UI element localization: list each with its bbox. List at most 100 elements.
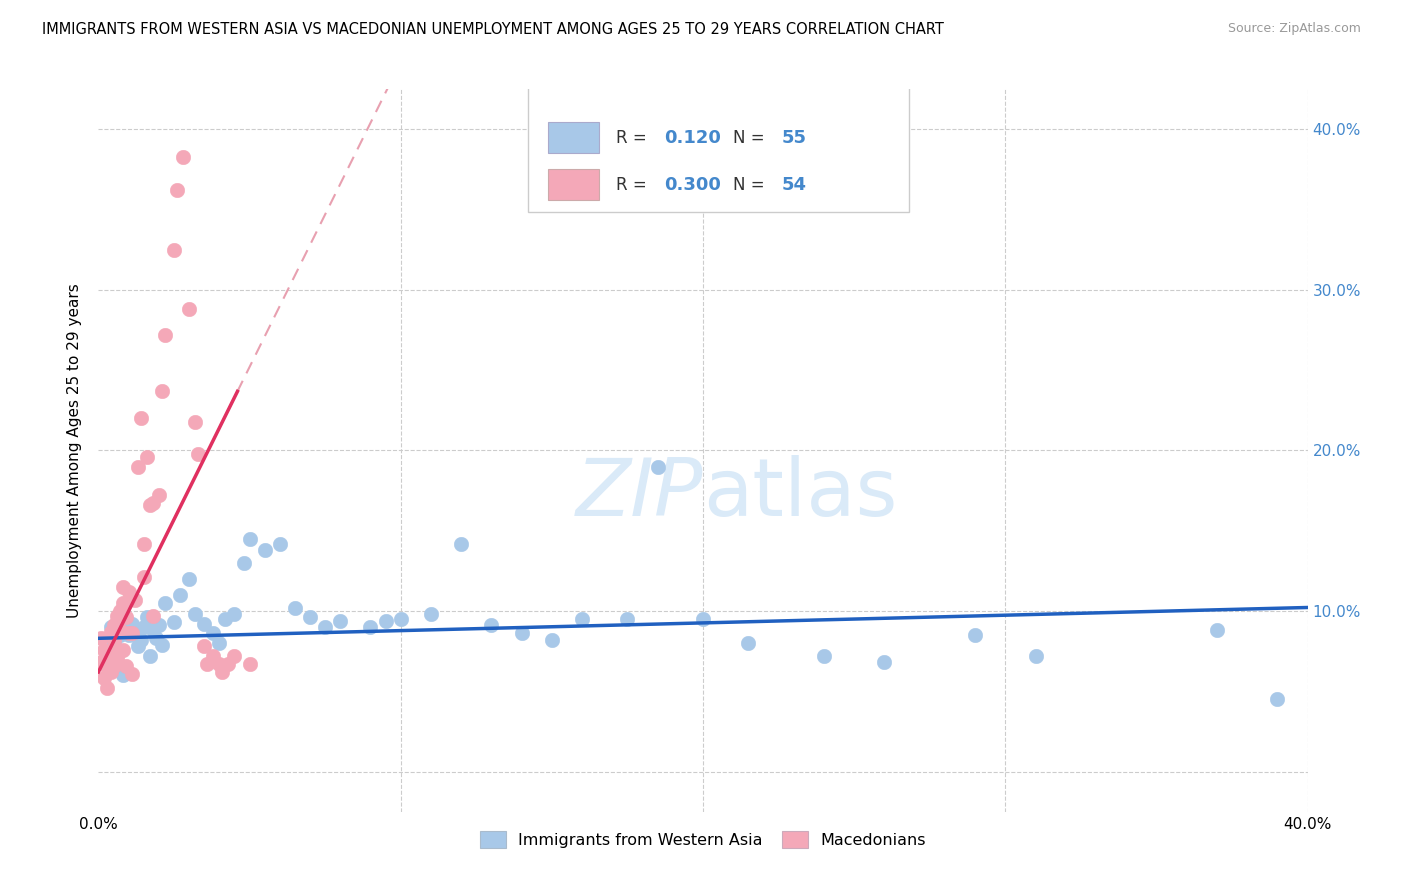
- Bar: [548, 122, 599, 153]
- Point: [195, 657, 218, 671]
- Point: [111, 668, 134, 682]
- Point: [148, 618, 170, 632]
- Point: [540, 632, 562, 647]
- Point: [510, 626, 533, 640]
- Point: [96, 660, 118, 674]
- Point: [114, 612, 136, 626]
- Point: [616, 612, 638, 626]
- Point: [217, 657, 239, 671]
- Point: [187, 447, 209, 461]
- Point: [873, 656, 896, 670]
- Point: [103, 632, 125, 647]
- Point: [103, 636, 125, 650]
- Point: [692, 612, 714, 626]
- Point: [121, 666, 143, 681]
- Point: [389, 612, 412, 626]
- Point: [118, 626, 141, 640]
- Point: [450, 536, 472, 550]
- Point: [163, 243, 186, 257]
- Text: IMMIGRANTS FROM WESTERN ASIA VS MACEDONIAN UNEMPLOYMENT AMONG AGES 25 TO 29 YEAR: IMMIGRANTS FROM WESTERN ASIA VS MACEDONI…: [42, 22, 943, 37]
- Point: [166, 183, 188, 197]
- Point: [150, 384, 173, 398]
- Point: [139, 498, 162, 512]
- Point: [135, 450, 157, 464]
- Point: [135, 610, 157, 624]
- Point: [121, 616, 143, 631]
- Point: [1206, 624, 1229, 638]
- Point: [208, 636, 231, 650]
- Point: [108, 624, 131, 638]
- Point: [172, 150, 194, 164]
- Point: [132, 536, 155, 550]
- Point: [253, 543, 276, 558]
- Point: [121, 626, 143, 640]
- Point: [184, 415, 207, 429]
- Point: [284, 600, 307, 615]
- Point: [179, 572, 201, 586]
- Point: [1267, 692, 1289, 706]
- Point: [100, 620, 122, 634]
- Point: [105, 644, 128, 658]
- Point: [114, 658, 136, 673]
- Point: [139, 648, 162, 663]
- Text: R =: R =: [616, 176, 652, 194]
- Point: [239, 532, 262, 546]
- Point: [965, 628, 987, 642]
- Point: [314, 620, 336, 634]
- Point: [360, 620, 382, 634]
- Point: [142, 608, 165, 623]
- Point: [96, 681, 118, 695]
- Point: [111, 642, 134, 657]
- Point: [111, 596, 134, 610]
- Point: [114, 610, 136, 624]
- Point: [202, 626, 225, 640]
- Point: [239, 657, 262, 671]
- Point: [100, 642, 122, 657]
- Point: [132, 570, 155, 584]
- Point: [737, 636, 759, 650]
- Point: [214, 612, 236, 626]
- Text: Source: ZipAtlas.com: Source: ZipAtlas.com: [1227, 22, 1361, 36]
- Point: [124, 624, 146, 638]
- Point: [145, 632, 167, 646]
- Point: [481, 618, 503, 632]
- Point: [329, 614, 352, 628]
- Point: [132, 620, 155, 634]
- Point: [105, 650, 128, 665]
- Bar: [548, 169, 599, 200]
- Point: [148, 488, 170, 502]
- Point: [129, 411, 152, 425]
- Point: [374, 614, 396, 628]
- Point: [105, 608, 128, 623]
- Text: 55: 55: [782, 128, 807, 146]
- Point: [93, 672, 115, 686]
- Point: [571, 612, 593, 626]
- Legend: Immigrants from Western Asia, Macedonians: Immigrants from Western Asia, Macedonian…: [474, 825, 932, 855]
- Point: [108, 644, 131, 658]
- Point: [420, 607, 443, 622]
- Text: atlas: atlas: [703, 455, 897, 533]
- Point: [179, 302, 201, 317]
- Point: [142, 496, 165, 510]
- Point: [103, 658, 125, 673]
- Point: [108, 604, 131, 618]
- Text: N =: N =: [734, 176, 770, 194]
- Point: [90, 632, 112, 646]
- Point: [105, 626, 128, 640]
- Y-axis label: Unemployment Among Ages 25 to 29 years: Unemployment Among Ages 25 to 29 years: [67, 283, 83, 618]
- Point: [647, 459, 669, 474]
- Text: 54: 54: [782, 176, 807, 194]
- Point: [169, 588, 191, 602]
- Point: [224, 648, 246, 663]
- Point: [90, 656, 112, 670]
- Point: [118, 584, 141, 599]
- Point: [299, 610, 322, 624]
- Point: [111, 580, 134, 594]
- Text: R =: R =: [616, 128, 652, 146]
- Point: [96, 648, 118, 663]
- FancyBboxPatch shape: [527, 86, 908, 212]
- Point: [118, 628, 141, 642]
- Point: [224, 607, 246, 622]
- Point: [142, 624, 165, 638]
- Point: [127, 459, 149, 474]
